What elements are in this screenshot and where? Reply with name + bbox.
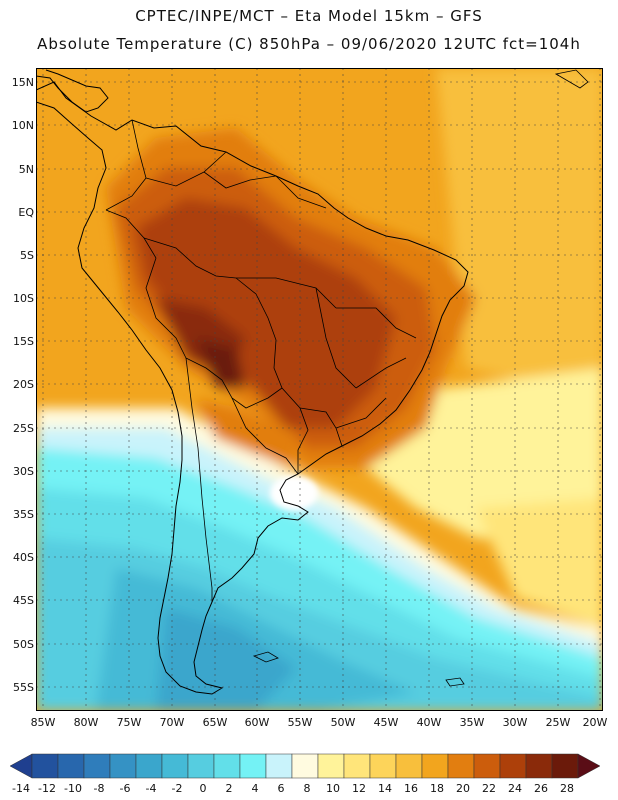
colorbar-label: 6	[277, 782, 285, 795]
lon-label: 80W	[73, 716, 99, 729]
lon-label: 20W	[582, 716, 608, 729]
colorbar-segment	[187, 753, 215, 779]
lat-label: 45S	[13, 594, 34, 607]
lon-label: 30W	[502, 716, 528, 729]
colorbar-label: 4	[251, 782, 259, 795]
lon-label: 60W	[244, 716, 270, 729]
lon-label: 65W	[202, 716, 228, 729]
south-georgia	[445, 677, 465, 687]
colorbar	[9, 753, 601, 779]
lat-label: EQ	[18, 206, 34, 219]
colorbar-segment	[473, 753, 501, 779]
colorbar-label: 26	[534, 782, 548, 795]
caribbean-islands	[554, 69, 589, 89]
colorbar-segment	[525, 753, 553, 779]
title-line-2: Absolute Temperature (C) 850hPa – 09/06/…	[37, 35, 581, 53]
lat-label: 15N	[11, 76, 34, 89]
colorbar-over-triangle	[577, 753, 601, 779]
colorbar-label: 2	[225, 782, 233, 795]
colorbar-label: 18	[430, 782, 444, 795]
colorbar-segment	[161, 753, 189, 779]
colorbar-label: 8	[303, 782, 311, 795]
colorbar-label: 10	[326, 782, 340, 795]
lon-label: 35W	[459, 716, 485, 729]
colorbar-label: -6	[119, 782, 131, 795]
falklands	[252, 651, 279, 663]
lon-label: 25W	[545, 716, 571, 729]
lat-label: 55S	[13, 681, 34, 694]
central-america-coastline	[36, 69, 109, 113]
lat-label: 10S	[13, 292, 34, 305]
country-borders	[105, 119, 417, 602]
lon-label: 85W	[30, 716, 56, 729]
lon-label: 70W	[159, 716, 185, 729]
colorbar-segment	[265, 753, 293, 779]
colorbar-label: 0	[199, 782, 207, 795]
lat-label: 25S	[13, 422, 34, 435]
colorbar-label: -2	[171, 782, 183, 795]
colorbar-segment	[291, 753, 319, 779]
colorbar-segment	[317, 753, 345, 779]
map-grid	[36, 68, 603, 711]
lat-label: 50S	[13, 638, 34, 651]
lat-label: 40S	[13, 551, 34, 564]
lon-label: 45W	[373, 716, 399, 729]
lat-label: 5N	[18, 163, 34, 176]
colorbar-label: 14	[378, 782, 392, 795]
south-america-coastline	[36, 81, 469, 695]
colorbar-label: 22	[482, 782, 496, 795]
lon-label: 55W	[287, 716, 313, 729]
lat-label: 15S	[13, 335, 34, 348]
colorbar-segment	[83, 753, 111, 779]
colorbar-segment	[343, 753, 371, 779]
colorbar-segment	[499, 753, 527, 779]
lon-label: 75W	[116, 716, 142, 729]
colorbar-label: 24	[508, 782, 522, 795]
map-frame	[36, 68, 603, 711]
title-line-1: CPTEC/INPE/MCT – Eta Model 15km – GFS	[135, 7, 483, 25]
colorbar-segment	[109, 753, 137, 779]
colorbar-segment	[447, 753, 475, 779]
lat-label: 35S	[13, 508, 34, 521]
lat-label: 30S	[13, 465, 34, 478]
colorbar-segment	[135, 753, 163, 779]
colorbar-label: 12	[352, 782, 366, 795]
colorbar-label: 16	[404, 782, 418, 795]
temperature-field	[36, 68, 603, 711]
lon-label: 40W	[416, 716, 442, 729]
lat-label: 5S	[20, 249, 34, 262]
colorbar-label: -10	[64, 782, 82, 795]
colorbar-label: -12	[38, 782, 56, 795]
colorbar-label: -8	[93, 782, 105, 795]
colorbar-segment	[57, 753, 85, 779]
lat-label: 20S	[13, 378, 34, 391]
map-canvas	[36, 68, 603, 711]
colorbar-label: -4	[145, 782, 157, 795]
lat-label: 10N	[11, 119, 34, 132]
colorbar-segment	[213, 753, 241, 779]
lon-label: 50W	[330, 716, 356, 729]
colorbar-label: -14	[12, 782, 30, 795]
colorbar-segment	[31, 753, 59, 779]
colorbar-under-triangle	[9, 753, 33, 779]
colorbar-label: 20	[456, 782, 470, 795]
colorbar-segment	[239, 753, 267, 779]
temperature-map	[36, 68, 603, 711]
colorbar-segment	[369, 753, 397, 779]
colorbar-segment	[551, 753, 579, 779]
colorbar-label: 28	[560, 782, 574, 795]
colorbar-segment	[421, 753, 449, 779]
colorbar-segment	[395, 753, 423, 779]
